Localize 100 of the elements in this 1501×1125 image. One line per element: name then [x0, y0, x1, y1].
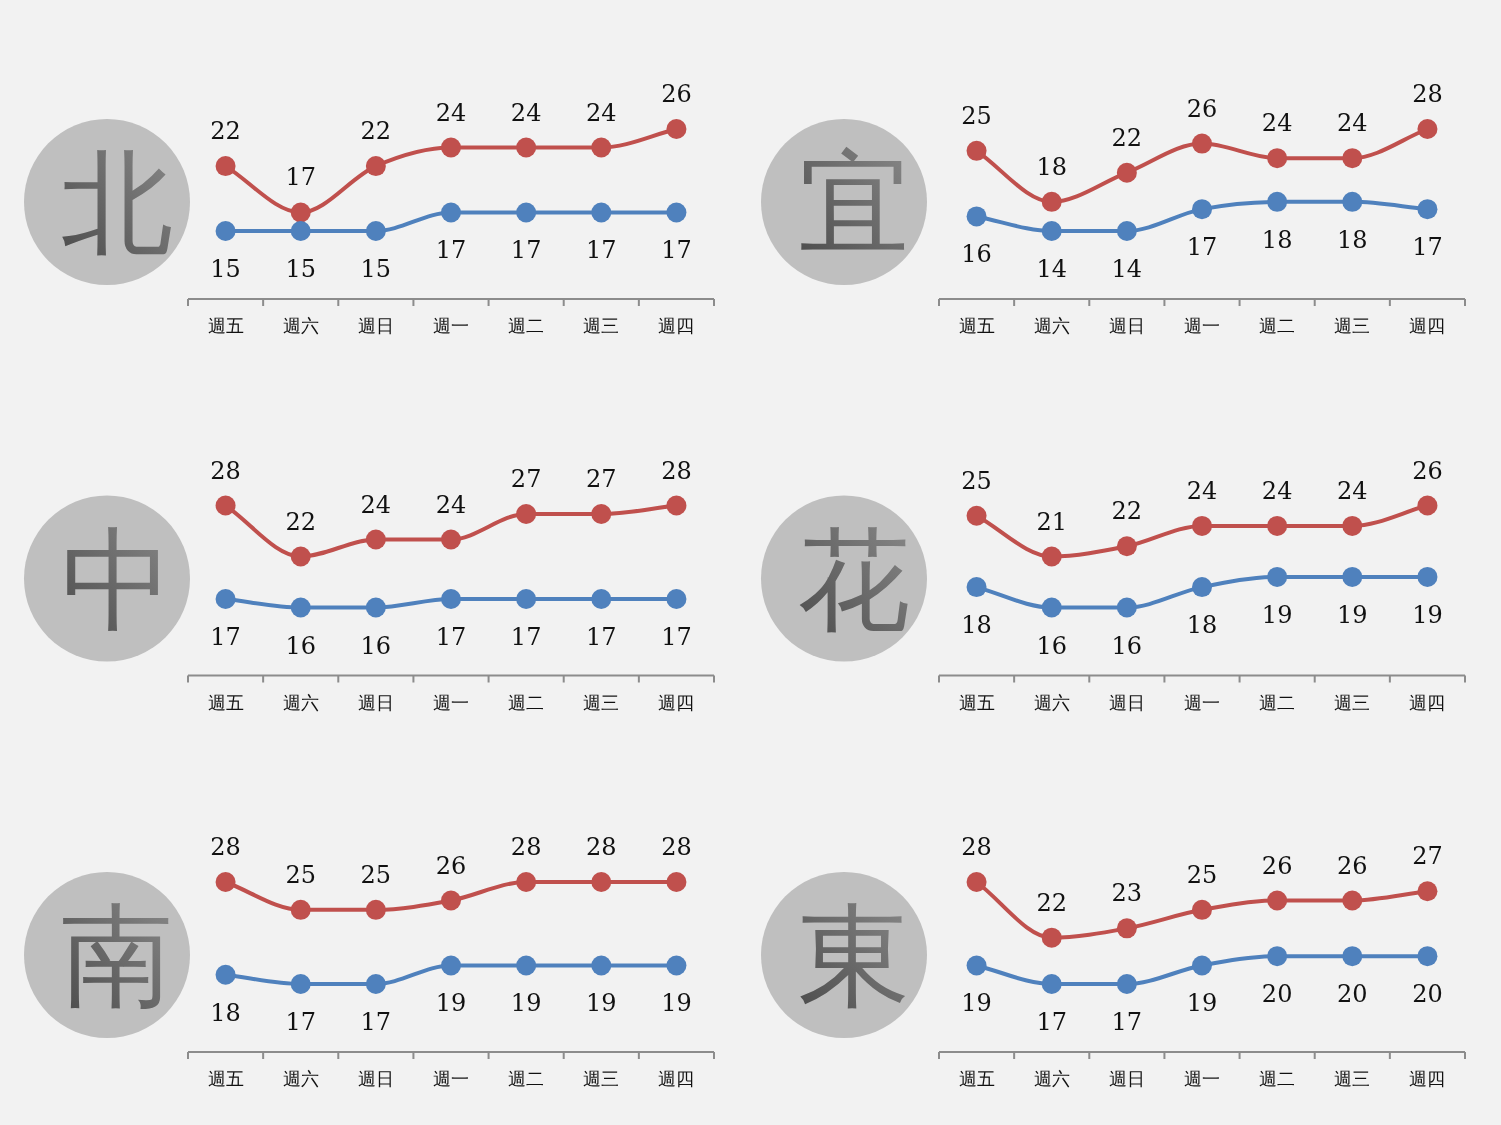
- data-label: 20: [1261, 980, 1293, 1009]
- point: [365, 899, 386, 920]
- data-label: 18: [210, 998, 241, 1027]
- data-label: 17: [1412, 233, 1443, 262]
- data-label: 24: [360, 490, 392, 519]
- data-label: 26: [661, 80, 692, 108]
- data-label: 25: [1186, 860, 1218, 889]
- data-label: 24: [435, 490, 467, 519]
- data-label: 17: [210, 623, 241, 651]
- data-label: 26: [1186, 94, 1218, 123]
- data-label: 16: [360, 631, 392, 660]
- data-label: 26: [1337, 851, 1368, 880]
- data-label: 15: [285, 255, 316, 283]
- x-tick-label: 週一: [1184, 691, 1220, 713]
- data-label: 28: [961, 833, 992, 861]
- data-label: 17: [435, 236, 467, 265]
- point: [441, 137, 461, 158]
- x-tick-label: 週三: [1334, 691, 1371, 713]
- x-tick-label: 週四: [1409, 1068, 1446, 1089]
- point: [1417, 946, 1438, 967]
- x-tick-label: 週三: [583, 1068, 620, 1089]
- point: [1192, 899, 1212, 920]
- data-label: 16: [1111, 631, 1143, 660]
- data-label: 24: [1261, 476, 1293, 505]
- data-label: 19: [510, 989, 542, 1018]
- point: [1116, 221, 1137, 241]
- point: [666, 872, 687, 892]
- point: [966, 206, 987, 227]
- x-tick-label: 週六: [282, 691, 319, 713]
- data-label: 25: [961, 101, 992, 130]
- point: [290, 899, 311, 920]
- x-tick-label: 週四: [658, 1068, 695, 1089]
- x-tick-label: 週二: [1259, 315, 1296, 336]
- point: [1417, 566, 1438, 587]
- point: [441, 890, 461, 911]
- point: [365, 529, 386, 550]
- point: [215, 495, 236, 516]
- x-tick-label: 週四: [658, 315, 695, 336]
- data-label: 28: [210, 833, 241, 861]
- data-label: 17: [285, 1008, 316, 1036]
- chart-title: 東: [798, 891, 910, 1021]
- x-tick-label: 週一: [433, 1068, 469, 1089]
- data-label: 23: [1111, 879, 1143, 908]
- data-label: 28: [661, 833, 692, 861]
- data-label: 17: [586, 236, 617, 265]
- data-label: 19: [586, 989, 617, 1018]
- data-label: 17: [661, 236, 692, 265]
- data-label: 27: [586, 465, 617, 493]
- data-label: 15: [360, 255, 392, 283]
- data-label: 26: [435, 851, 467, 880]
- x-tick-label: 週日: [1108, 1068, 1145, 1089]
- data-label: 17: [360, 1008, 392, 1036]
- point: [215, 872, 236, 892]
- data-label: 18: [961, 611, 992, 640]
- x-tick-label: 週二: [1259, 691, 1296, 713]
- chart-title: 北: [61, 138, 173, 268]
- point: [591, 202, 612, 223]
- point: [516, 504, 537, 524]
- data-label: 28: [210, 456, 241, 485]
- data-label: 19: [961, 989, 992, 1018]
- data-label: 17: [510, 236, 542, 265]
- point: [215, 589, 236, 609]
- data-label: 22: [1111, 497, 1143, 526]
- x-tick-label: 週五: [207, 315, 244, 336]
- data-label: 26: [1412, 456, 1443, 485]
- point: [365, 221, 386, 241]
- x-tick-label: 週六: [1033, 691, 1070, 713]
- data-label: 18: [1337, 225, 1368, 254]
- data-label: 20: [1412, 980, 1443, 1009]
- point: [1267, 946, 1288, 967]
- point: [1342, 148, 1363, 169]
- data-label: 19: [661, 989, 692, 1018]
- data-label: 19: [435, 989, 467, 1018]
- data-label: 22: [1036, 888, 1067, 917]
- x-tick-label: 週六: [282, 315, 319, 336]
- data-label: 17: [1111, 1008, 1143, 1036]
- point: [1041, 546, 1062, 567]
- data-label: 28: [510, 833, 542, 861]
- chart-title: 南: [61, 891, 173, 1021]
- data-label: 24: [1186, 476, 1218, 505]
- data-label: 28: [1412, 80, 1443, 108]
- point: [1116, 597, 1137, 618]
- x-tick-label: 週五: [207, 691, 244, 713]
- data-label: 16: [1036, 631, 1067, 660]
- data-label: 18: [1036, 152, 1067, 181]
- point: [290, 221, 311, 241]
- point: [1041, 221, 1062, 241]
- point: [1116, 974, 1137, 994]
- data-label: 19: [1337, 600, 1368, 629]
- point: [1041, 974, 1062, 994]
- point: [1417, 495, 1438, 516]
- x-tick-label: 週日: [1108, 315, 1145, 336]
- point: [666, 495, 687, 516]
- x-tick-label: 週三: [1334, 1068, 1371, 1089]
- point: [1342, 515, 1363, 536]
- point: [1342, 191, 1363, 212]
- point: [441, 955, 461, 976]
- point: [1192, 133, 1212, 154]
- point: [1417, 199, 1438, 220]
- data-label: 17: [510, 623, 542, 651]
